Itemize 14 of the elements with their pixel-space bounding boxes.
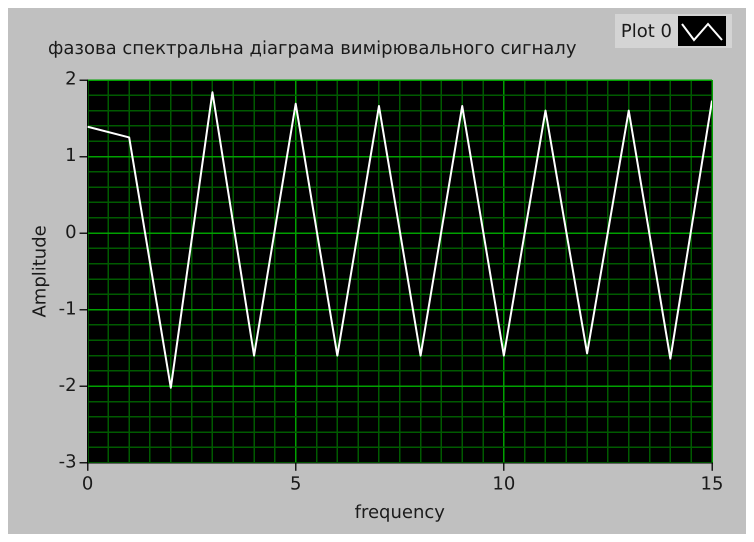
y-tick-label: 1	[65, 145, 77, 166]
x-tick-label: 5	[290, 473, 302, 494]
y-tick-label: 2	[65, 68, 77, 90]
y-tick-label: 0	[65, 222, 77, 243]
x-tick-label: 0	[82, 473, 94, 494]
y-tick-label: -1	[58, 298, 77, 320]
y-tick-label: -3	[58, 451, 77, 472]
chart-title: фазова спектральна діаграма вимірювального сигналу	[48, 38, 576, 59]
y-tick-label: -2	[58, 374, 77, 396]
legend-label: Plot 0	[620, 20, 672, 42]
x-tick-label: 15	[700, 473, 724, 494]
x-axis-title: frequency	[354, 502, 446, 523]
y-axis-title: Amplitude	[29, 225, 50, 318]
x-tick-label: 10	[492, 473, 516, 494]
